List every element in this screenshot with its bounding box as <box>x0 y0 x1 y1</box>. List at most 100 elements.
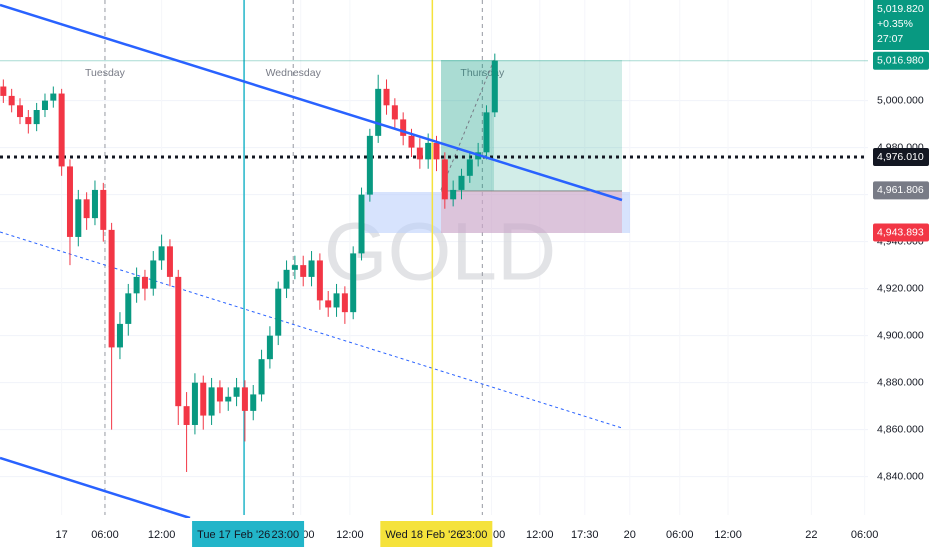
candle-body <box>83 199 90 219</box>
price-box <box>873 0 929 50</box>
trend-line-lower <box>0 456 191 520</box>
zone-rect <box>365 192 630 233</box>
candle-body <box>400 119 407 136</box>
candle-body <box>433 142 440 160</box>
x-tick-label: 06:00 <box>91 529 119 541</box>
candle-body <box>416 147 423 160</box>
candle-body <box>33 110 40 125</box>
time-marker-box <box>380 521 493 547</box>
time-markers <box>243 0 434 515</box>
candle-body <box>208 387 215 416</box>
channel-mid-line <box>0 231 623 429</box>
x-tick-label: 12:00 <box>336 529 364 541</box>
price-box-change: +0.35% <box>877 18 913 30</box>
x-tick-label: 06:00 <box>666 529 694 541</box>
candle-body <box>275 288 282 336</box>
day-markers: Tuesday Wednesday Thursday <box>85 0 505 515</box>
candle-body <box>16 105 23 118</box>
candle-body <box>358 194 365 254</box>
price-box-value: 5,019.820 <box>877 3 924 15</box>
candle-body <box>91 189 98 219</box>
y-tick-label: 4,880.000 <box>877 376 924 388</box>
candle-body <box>41 100 48 111</box>
candle-body <box>458 175 465 190</box>
price-label: 4,943.893 <box>877 226 924 238</box>
x-tick-label: 12:00 <box>714 529 742 541</box>
x-tick-label: 06:00 <box>851 529 879 541</box>
price-label-box <box>873 181 929 200</box>
x-tick-label: 17:30 <box>571 529 599 541</box>
day-label: Tuesday <box>85 67 126 79</box>
candle-body <box>133 276 140 294</box>
y-tick-label: 4,860.000 <box>877 423 924 435</box>
y-tick-label: 4,920.000 <box>877 282 924 294</box>
candle-body <box>116 323 123 348</box>
candle-body <box>366 135 373 195</box>
candle-body <box>50 93 57 101</box>
candle-body <box>466 159 473 176</box>
candle-body <box>408 135 415 148</box>
day-label: Wednesday <box>266 67 322 79</box>
price-box-countdown: 27:07 <box>877 33 903 45</box>
y-tick-label: 5,000.000 <box>877 94 924 106</box>
candle-body <box>291 265 298 270</box>
candle-body <box>325 300 332 308</box>
candle-body <box>266 335 273 360</box>
candle-body <box>441 159 448 200</box>
price-label-box <box>873 223 929 242</box>
axes: 4,840.000 4,860.000 4,880.000 4,900.000 4,92… <box>56 0 929 547</box>
candle-body <box>25 117 32 125</box>
time-marker-time: 23:00 <box>272 529 300 541</box>
candle-body <box>108 229 115 348</box>
candle-body <box>150 260 157 289</box>
candle-body <box>341 293 348 313</box>
candle-body <box>300 265 307 277</box>
candle-body <box>183 406 190 425</box>
candle-body <box>75 199 82 237</box>
candle-body <box>241 387 248 411</box>
candle-body <box>233 387 240 397</box>
candle-body <box>200 382 207 416</box>
candle-body <box>225 396 232 402</box>
y-axis-panel <box>868 0 932 550</box>
price-label: 5,016.980 <box>877 54 924 66</box>
x-tick-label: 12:00 <box>526 529 554 541</box>
candle-body <box>391 105 398 120</box>
y-tick-label: 4,900.000 <box>877 329 924 341</box>
candle-body <box>175 276 182 407</box>
trend-line-upper <box>0 3 623 202</box>
candle-body <box>216 387 223 402</box>
candle-body <box>58 93 65 167</box>
time-marker-date: Wed 18 Feb '26 <box>385 529 462 541</box>
time-marker-time: 23:00 <box>460 529 488 541</box>
candle-body <box>425 142 432 160</box>
candle-body <box>158 246 165 261</box>
candle-body <box>141 276 148 289</box>
x-tick-label: 20 <box>624 529 636 541</box>
candle-body <box>258 359 265 395</box>
time-marker-date: Tue 17 Feb '26 <box>197 529 270 541</box>
time-marker-box <box>192 521 305 547</box>
candle-body <box>483 112 490 153</box>
candle-body <box>316 260 323 301</box>
candle-body <box>308 260 315 277</box>
candle-body <box>191 382 198 425</box>
candle-body <box>125 293 132 324</box>
candle-body <box>350 253 357 313</box>
candle-body <box>375 88 382 136</box>
path-line <box>440 59 495 191</box>
price-label-box <box>873 147 929 166</box>
candle-body <box>8 95 15 106</box>
price-label-box <box>873 51 929 70</box>
candle-body <box>0 86 7 96</box>
candles <box>0 53 498 472</box>
candle-body <box>166 246 173 277</box>
stop-zone <box>441 191 622 233</box>
candle-body <box>100 189 107 230</box>
y-tick-label: 4,840.000 <box>877 470 924 482</box>
candle-body <box>450 189 457 200</box>
candle-body <box>250 394 257 411</box>
x-tick-label: 22 <box>805 529 817 541</box>
candle-body <box>66 166 73 237</box>
